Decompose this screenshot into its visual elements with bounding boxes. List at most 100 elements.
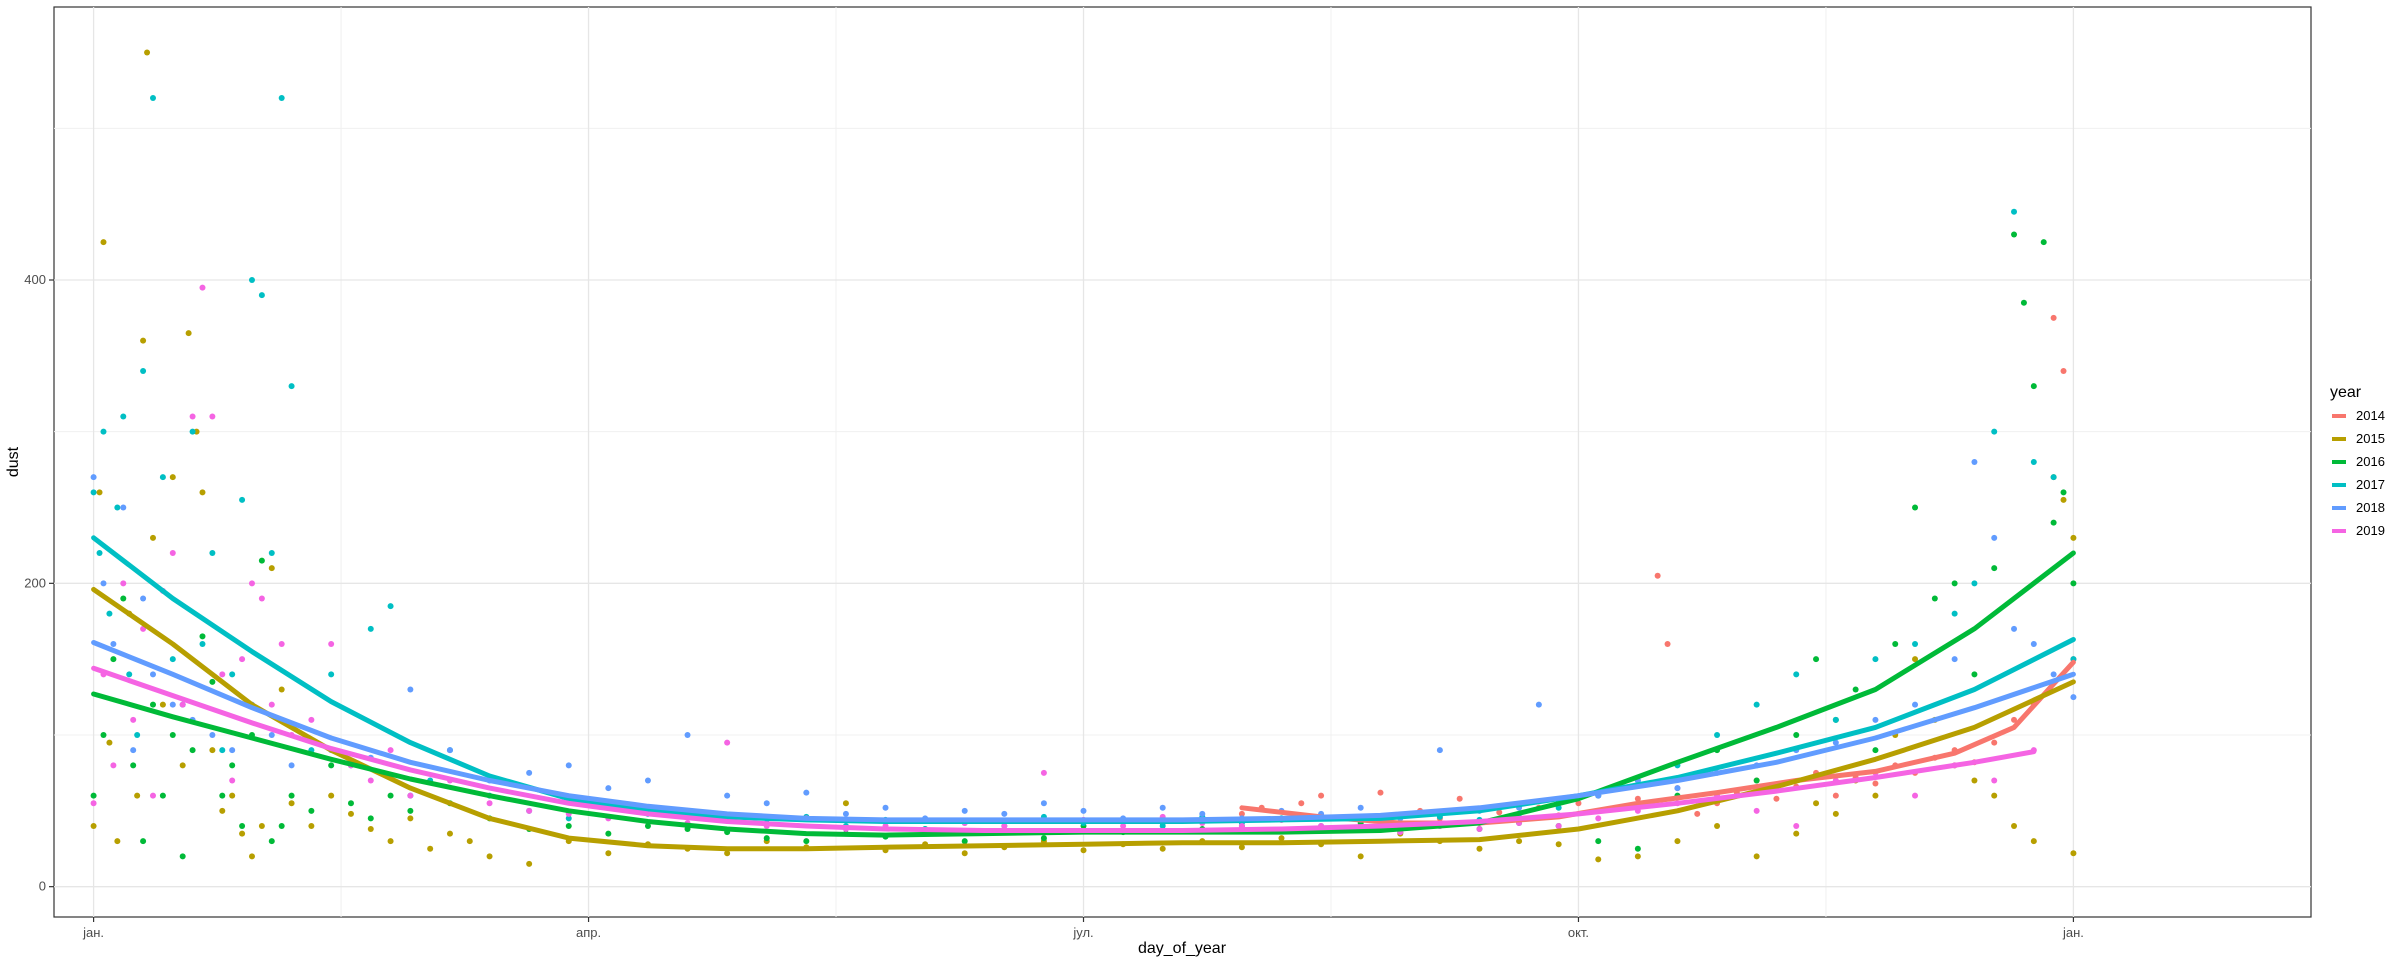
point-2017-3	[106, 610, 113, 617]
point-2015-53	[1238, 844, 1245, 851]
point-2017-6	[126, 671, 133, 678]
point-2015-81	[2060, 496, 2067, 503]
point-2019-24	[367, 777, 374, 784]
point-2015-24	[288, 800, 295, 807]
point-2015-37	[605, 850, 612, 857]
point-2016-61	[1793, 732, 1800, 738]
point-2017-14	[199, 641, 206, 647]
point-2016-30	[565, 823, 572, 829]
point-2017-34	[565, 815, 572, 822]
y-axis-title: dust	[5, 446, 22, 477]
point-2016-2	[110, 656, 117, 663]
point-2017-9	[149, 95, 156, 101]
point-2014-24	[1694, 810, 1701, 817]
point-2016-57	[1634, 845, 1641, 852]
point-2014-43	[2060, 368, 2067, 374]
point-2018-12	[268, 732, 275, 738]
point-2016-23	[347, 800, 354, 807]
point-2016-78	[2070, 580, 2077, 587]
point-2014-13	[1496, 809, 1503, 816]
point-2015-65	[1714, 823, 1721, 829]
point-2017-4	[114, 504, 121, 511]
point-2015-78	[2011, 823, 2018, 829]
point-2017-72	[2011, 208, 2018, 215]
point-2015-68	[1813, 800, 1820, 807]
point-2015-71	[1872, 792, 1879, 799]
point-2019-16	[248, 580, 255, 587]
point-2018-31	[1001, 810, 1008, 817]
point-2018-40	[1357, 804, 1364, 811]
point-2015-3	[106, 739, 113, 746]
point-2015-0	[90, 823, 97, 829]
point-2014-7	[1377, 789, 1384, 796]
point-2015-9	[149, 534, 156, 541]
point-2019-42	[1040, 769, 1047, 776]
point-2019-3	[120, 580, 127, 587]
point-2016-7	[159, 792, 166, 799]
point-2018-24	[724, 792, 731, 799]
trend-lines	[91, 535, 2076, 852]
point-2019-9	[179, 701, 186, 708]
point-2016-3	[120, 595, 127, 602]
point-2016-64	[1852, 686, 1859, 693]
point-2019-60	[1753, 807, 1760, 814]
point-2016-6	[149, 701, 156, 708]
point-2018-53	[1832, 739, 1839, 746]
point-2015-77	[1991, 792, 1998, 799]
point-2019-61	[1793, 823, 1800, 829]
point-2017-13	[189, 428, 196, 435]
point-2015-27	[347, 810, 354, 817]
point-2019-28	[486, 800, 493, 807]
point-2016-76	[2050, 519, 2057, 526]
point-2016-24	[367, 815, 374, 822]
point-2019-6	[149, 792, 156, 799]
point-2014-0	[1238, 810, 1245, 817]
point-2014-28	[1773, 795, 1780, 802]
point-2015-60	[1516, 838, 1523, 845]
point-2015-35	[526, 860, 533, 867]
point-2015-31	[427, 845, 434, 852]
point-2016-8	[169, 732, 176, 738]
point-2019-22	[328, 641, 335, 647]
point-2017-63	[1714, 732, 1721, 738]
point-2018-28	[882, 804, 889, 811]
point-2017-20	[258, 292, 265, 299]
point-2017-70	[1971, 580, 1978, 587]
point-2014-33	[1872, 780, 1879, 787]
point-2015-82	[2070, 534, 2077, 541]
point-2019-8	[169, 550, 176, 556]
point-2016-66	[1892, 641, 1899, 647]
point-2015-10	[159, 701, 166, 708]
point-2018-9	[209, 732, 216, 738]
point-2014-3	[1298, 800, 1305, 807]
point-2015-12	[179, 762, 186, 769]
point-2017-5	[120, 413, 127, 420]
point-2016-74	[2030, 383, 2037, 390]
legend-label-2019: 2019	[2356, 523, 2385, 538]
point-2019-29	[526, 807, 533, 814]
point-2017-21	[268, 550, 275, 556]
point-2015-67	[1793, 830, 1800, 837]
point-2018-36	[1199, 810, 1206, 817]
point-2016-17	[258, 557, 265, 564]
point-2016-68	[1931, 595, 1938, 602]
point-2017-67	[1872, 656, 1879, 663]
point-2018-49	[1674, 785, 1681, 792]
point-2018-60	[2030, 641, 2037, 647]
point-2015-17	[219, 807, 226, 814]
point-2015-56	[1357, 853, 1364, 860]
point-2015-19	[239, 830, 246, 837]
point-2015-63	[1634, 853, 1641, 860]
x-axis: јан. апр. јул. окт. јан.	[82, 917, 2084, 940]
point-2019-21	[308, 716, 315, 723]
point-2018-5	[140, 595, 147, 602]
point-2016-14	[229, 762, 236, 769]
legend-label-2018: 2018	[2356, 500, 2385, 515]
point-2015-32	[446, 830, 453, 837]
point-2015-21	[258, 823, 265, 829]
point-2016-18	[268, 838, 275, 845]
legend-title: year	[2330, 384, 2362, 401]
point-2016-35	[763, 835, 770, 842]
point-2018-62	[2070, 694, 2077, 701]
point-2015-34	[486, 853, 493, 860]
